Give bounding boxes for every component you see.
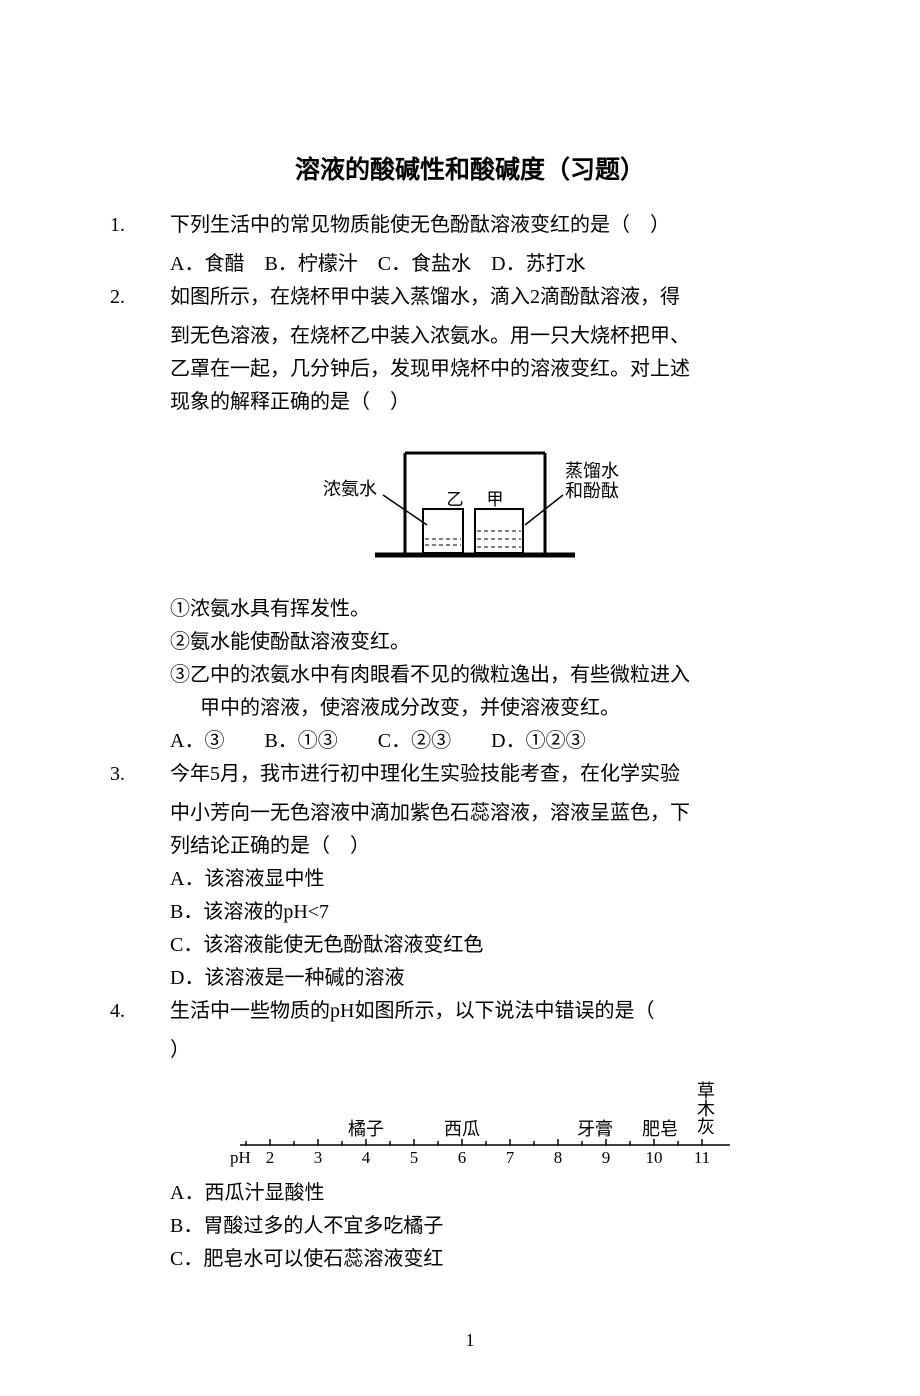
ph-scale-diagram: pH 2 3 4 5 6 7 8 9 10 11 橘子 西瓜 牙膏 肥皂 草 木… xyxy=(140,1075,800,1171)
q3-optD: D．该溶液是一种碱的溶液 xyxy=(140,962,800,995)
q3-stem-l3: 列结论正确的是（ ） xyxy=(140,830,800,863)
q1-stem: 下列生活中的常见物质能使无色酚酞溶液变红的是（ ） xyxy=(170,214,670,236)
question-3: 3.今年5月，我市进行初中理化生实验技能考查，在化学实验 xyxy=(140,758,800,791)
question-2: 2.如图所示，在烧杯甲中装入蒸馏水，滴入2滴酚酞溶液，得 xyxy=(140,281,800,314)
q2-stem-l2: 到无色溶液，在烧杯乙中装入浓氨水。用一只大烧杯把甲、 xyxy=(140,320,800,353)
worksheet-page: 溶液的酸碱性和酸碱度（习题） 1.下列生活中的常见物质能使无色酚酞溶液变红的是（… xyxy=(0,0,920,1396)
page-number: 1 xyxy=(140,1326,800,1356)
q2-stem-l1: 如图所示，在烧杯甲中装入蒸馏水，滴入2滴酚酞溶液，得 xyxy=(170,286,680,308)
q4-number: 4. xyxy=(140,995,170,1028)
q2-number: 2. xyxy=(140,281,170,314)
q3-stem-l2: 中小芳向一无色溶液中滴加紫色石蕊溶液，溶液呈蓝色，下 xyxy=(140,797,800,830)
label-ammonia: 浓氨水 xyxy=(323,479,377,499)
label-ash-2: 木 xyxy=(697,1099,715,1119)
q3-optC: C．该溶液能使无色酚酞溶液变红色 xyxy=(140,929,800,962)
q2-item2: ②氨水能使酚酞溶液变红。 xyxy=(140,626,800,659)
q3-optB: B．该溶液的pH<7 xyxy=(140,896,800,929)
question-1: 1.下列生活中的常见物质能使无色酚酞溶液变红的是（ ） xyxy=(140,209,800,242)
q2-item1: ①浓氨水具有挥发性。 xyxy=(140,593,800,626)
tick-10: 10 xyxy=(646,1148,663,1167)
label-toothpaste: 牙膏 xyxy=(577,1118,613,1139)
tick-9: 9 xyxy=(602,1148,611,1167)
q1-options: A．食醋 B．柠檬汁 C．食盐水 D．苏打水 xyxy=(140,248,800,281)
tick-11: 11 xyxy=(694,1148,710,1167)
label-water-2: 和酚酞 xyxy=(565,481,619,501)
tick-5: 5 xyxy=(410,1148,419,1167)
page-title: 溶液的酸碱性和酸碱度（习题） xyxy=(140,150,800,191)
tick-2: 2 xyxy=(266,1148,275,1167)
q2-item3-l2: 甲中的溶液，使溶液成分改变，并使溶液变红。 xyxy=(140,692,800,725)
q2-options: A．③ B．①③ C．②③ D．①②③ xyxy=(140,725,800,758)
tick-3: 3 xyxy=(314,1148,323,1167)
cup-jia-label: 甲 xyxy=(487,490,504,509)
q4-optB: B．胃酸过多的人不宜多吃橘子 xyxy=(140,1210,800,1243)
q4-stem-l1: 生活中一些物质的pH如图所示，以下说法中错误的是（ xyxy=(170,1000,654,1022)
q4-optC: C．肥皂水可以使石蕊溶液变红 xyxy=(140,1243,800,1276)
q3-stem-l1: 今年5月，我市进行初中理化生实验技能考查，在化学实验 xyxy=(170,763,680,785)
q3-number: 3. xyxy=(140,758,170,791)
label-water-1: 蒸馏水 xyxy=(565,461,619,481)
q2-stem-l3: 乙罩在一起，几分钟后，发现甲烧杯中的溶液变红。对上述 xyxy=(140,353,800,386)
label-ash-1: 草 xyxy=(697,1081,715,1101)
ph-label: pH xyxy=(230,1148,251,1167)
q2-diagram: 乙 甲 浓氨水 蒸馏水 和酚酞 xyxy=(140,435,800,575)
label-soap: 肥皂 xyxy=(642,1119,678,1139)
cup-yi-label: 乙 xyxy=(447,490,464,509)
q1-number: 1. xyxy=(140,209,170,242)
q2-item3-l1: ③乙中的浓氨水中有肉眼看不见的微粒逸出，有些微粒进入 xyxy=(140,659,800,692)
q3-optA: A．该溶液显中性 xyxy=(140,863,800,896)
tick-8: 8 xyxy=(554,1148,563,1167)
q4-optA: A．西瓜汁显酸性 xyxy=(140,1177,800,1210)
question-4: 4.生活中一些物质的pH如图所示，以下说法中错误的是（ xyxy=(140,995,800,1028)
beaker-diagram-svg: 乙 甲 浓氨水 蒸馏水 和酚酞 xyxy=(305,435,635,575)
label-ash-3: 灰 xyxy=(697,1117,715,1137)
q4-stem-l2: ） xyxy=(140,1034,800,1067)
tick-4: 4 xyxy=(362,1148,371,1167)
tick-6: 6 xyxy=(458,1148,467,1167)
label-orange: 橘子 xyxy=(348,1119,384,1139)
q2-stem-l4: 现象的解释正确的是（ ） xyxy=(140,386,800,419)
label-watermelon: 西瓜 xyxy=(444,1119,480,1139)
ph-scale-svg: pH 2 3 4 5 6 7 8 9 10 11 橘子 西瓜 牙膏 肥皂 草 木… xyxy=(200,1075,740,1171)
tick-7: 7 xyxy=(506,1148,515,1167)
